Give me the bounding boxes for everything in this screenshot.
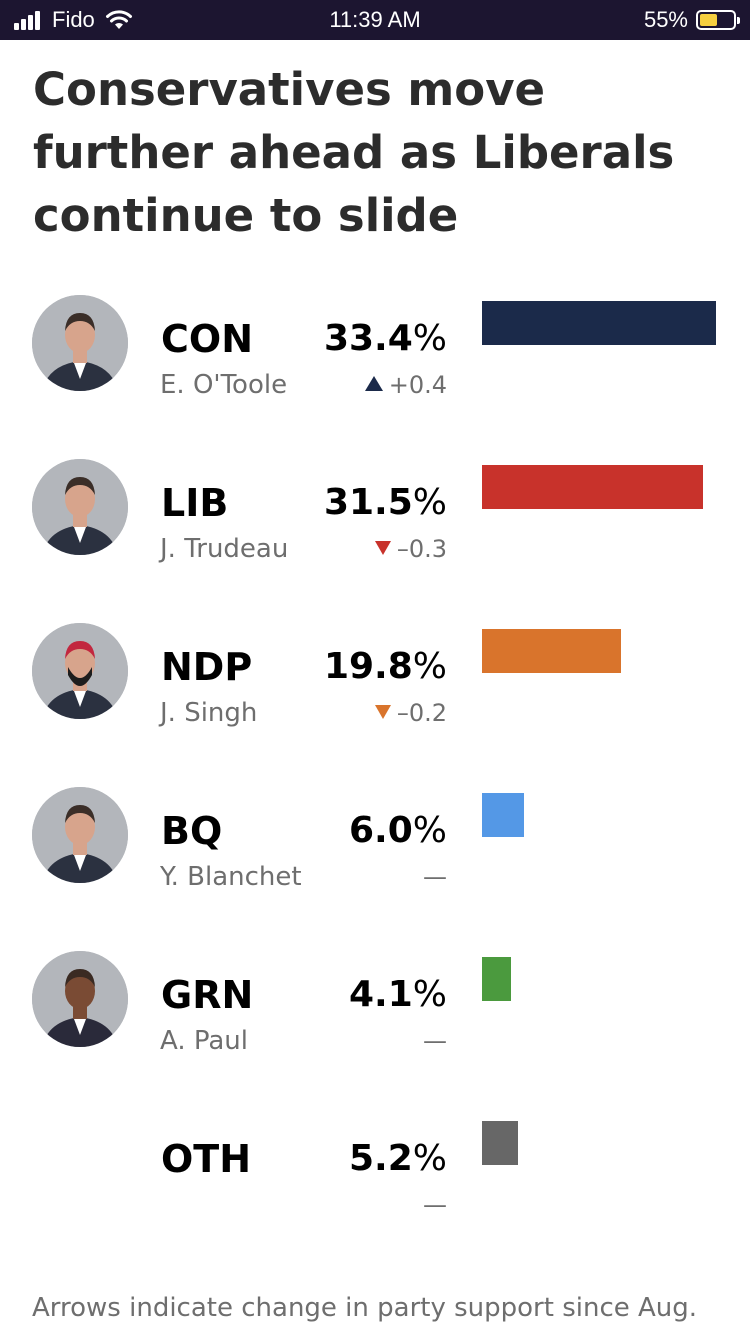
chart-row-bq: BQ Y. Blanchet 6.0% — [0, 787, 750, 927]
value-unit: % [412, 810, 447, 851]
value-number: 31.5 [323, 482, 413, 523]
footnote: Arrows indicate change in party support … [32, 1293, 698, 1323]
value-label: 5.2% [349, 1137, 447, 1181]
value-number: 6.0 [349, 810, 413, 851]
chart-row-grn: GRN A. Paul 4.1% — [0, 951, 750, 1091]
leader-photo-con [32, 295, 128, 391]
carrier-name: Fido [52, 7, 95, 32]
chart-row-con: CON E. O'Toole 33.4% +0.4 [0, 295, 750, 435]
leader-photo-grn [32, 951, 128, 1047]
change-label: +0.4 [364, 369, 447, 401]
leader-name: E. O'Toole [160, 370, 288, 400]
party-label: CON [161, 317, 253, 361]
change-label: –0.3 [374, 533, 447, 565]
wifi-icon [105, 10, 132, 29]
arrow-down-icon [374, 705, 391, 719]
arrow-up-icon [364, 376, 383, 391]
value-number: 33.4 [323, 318, 413, 359]
leader-name: A. Paul [160, 1026, 249, 1056]
status-bar-right: 55% [643, 7, 740, 33]
chart-row-ndp: NDP J. Singh 19.8% –0.2 [0, 623, 750, 763]
value-unit: % [412, 318, 447, 359]
value-label: 19.8% [324, 645, 447, 689]
change-value: +0.4 [388, 371, 447, 399]
value-unit: % [412, 974, 447, 1015]
value-number: 4.1 [349, 974, 413, 1015]
change-label: –0.2 [374, 697, 447, 729]
battery-percent: 55% [643, 7, 688, 32]
change-value: –0.3 [396, 535, 447, 563]
chart-row-oth: OTH 5.2% — [0, 1115, 750, 1255]
change-label: — [423, 1025, 447, 1057]
change-label: — [423, 1189, 447, 1221]
chart-row-lib: LIB J. Trudeau 31.5% –0.3 [0, 459, 750, 599]
value-label: 31.5% [324, 481, 447, 525]
status-bar: Fido 11:39 AM 55% [0, 0, 750, 40]
value-unit: % [412, 482, 447, 523]
value-unit: % [412, 646, 447, 687]
leader-photo-bq [32, 787, 128, 883]
value-unit: % [412, 1138, 447, 1179]
change-value: — [423, 863, 447, 891]
value-label: 4.1% [349, 973, 447, 1017]
leader-name: J. Trudeau [160, 534, 289, 564]
party-label: GRN [161, 973, 254, 1017]
status-bar-left: Fido [14, 7, 133, 33]
chart-title: Conservatives move further ahead as Libe… [33, 63, 675, 242]
change-value: –0.2 [396, 699, 447, 727]
value-label: 33.4% [324, 317, 447, 361]
signal-icon [14, 10, 42, 30]
party-label: OTH [161, 1137, 252, 1181]
value-label: 6.0% [349, 809, 447, 853]
value-number: 5.2 [349, 1138, 413, 1179]
change-value: — [423, 1027, 447, 1055]
bar-lib [482, 465, 703, 509]
bar-bq [482, 793, 524, 837]
bar-oth [482, 1121, 518, 1165]
bar-grn [482, 957, 511, 1001]
party-label: BQ [161, 809, 223, 853]
clock: 11:39 AM [329, 7, 421, 32]
battery-nub [737, 17, 740, 24]
arrow-down-icon [374, 541, 391, 555]
leader-photo-ndp [32, 623, 128, 719]
bar-con [482, 301, 716, 345]
party-label: NDP [161, 645, 253, 689]
battery-icon [696, 10, 740, 30]
leader-name: J. Singh [160, 698, 258, 728]
party-label: LIB [161, 481, 229, 525]
change-label: — [423, 861, 447, 893]
value-number: 19.8 [323, 646, 413, 687]
change-value: — [423, 1191, 447, 1219]
bar-ndp [482, 629, 621, 673]
battery-level-fill [700, 14, 717, 26]
leader-name: Y. Blanchet [160, 862, 302, 892]
leader-photo-lib [32, 459, 128, 555]
